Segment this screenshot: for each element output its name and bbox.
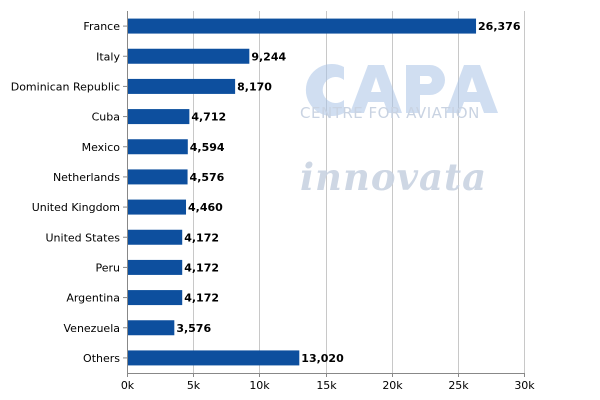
data-label: 4,172: [184, 292, 219, 305]
category-label: Argentina: [66, 292, 120, 305]
x-tick-label: 5k: [187, 379, 201, 392]
category-label: Mexico: [82, 141, 121, 154]
category-label: Venezuela: [64, 322, 121, 335]
tick-layer: 0k 5k 10k 15k 20k 25k 30k: [121, 11, 535, 392]
bar: [128, 350, 300, 366]
category-label: Peru: [95, 261, 120, 274]
x-tick-label: 0k: [121, 379, 135, 392]
category-label: United Kingdom: [32, 201, 120, 214]
bar: [128, 78, 236, 94]
bar: [128, 109, 190, 125]
data-label: 4,172: [184, 261, 219, 274]
capa-logo-watermark: [305, 64, 498, 116]
category-label: Netherlands: [53, 171, 120, 184]
category-label: Cuba: [92, 111, 120, 124]
data-label: 26,376: [478, 20, 521, 33]
data-label: 13,020: [301, 352, 344, 365]
label-layer: France 26,376 Italy 9,244 Dominican Republic…: [11, 20, 521, 365]
x-tick-label: 30k: [514, 379, 535, 392]
data-label: 9,244: [251, 50, 286, 63]
bar: [128, 169, 188, 185]
data-label: 4,712: [191, 111, 226, 124]
category-label: United States: [46, 231, 121, 244]
category-label: France: [83, 20, 120, 33]
x-tick-label: 20k: [382, 379, 403, 392]
data-label: 4,460: [188, 201, 223, 214]
x-tick-label: 15k: [316, 379, 337, 392]
innovata-logo-watermark: innovata: [300, 155, 488, 199]
bar: [128, 229, 183, 245]
capa-subtitle-watermark: CENTRE FOR AVIATION: [300, 104, 480, 122]
data-label: 4,172: [184, 231, 219, 244]
category-label: Dominican Republic: [11, 80, 120, 93]
bar: [128, 290, 183, 306]
category-label: Others: [83, 352, 120, 365]
bar: [128, 18, 477, 34]
bar: [128, 139, 188, 155]
bar: [128, 259, 183, 275]
bar: [128, 48, 250, 64]
x-tick-label: 25k: [448, 379, 469, 392]
x-tick-label: 10k: [249, 379, 270, 392]
bar: [128, 199, 187, 215]
data-label: 8,170: [237, 80, 272, 93]
bar: [128, 320, 175, 336]
bar-layer: [128, 18, 477, 366]
data-label: 4,576: [190, 171, 225, 184]
data-label: 3,576: [176, 322, 211, 335]
data-label: 4,594: [190, 141, 225, 154]
category-label: Italy: [96, 50, 120, 63]
